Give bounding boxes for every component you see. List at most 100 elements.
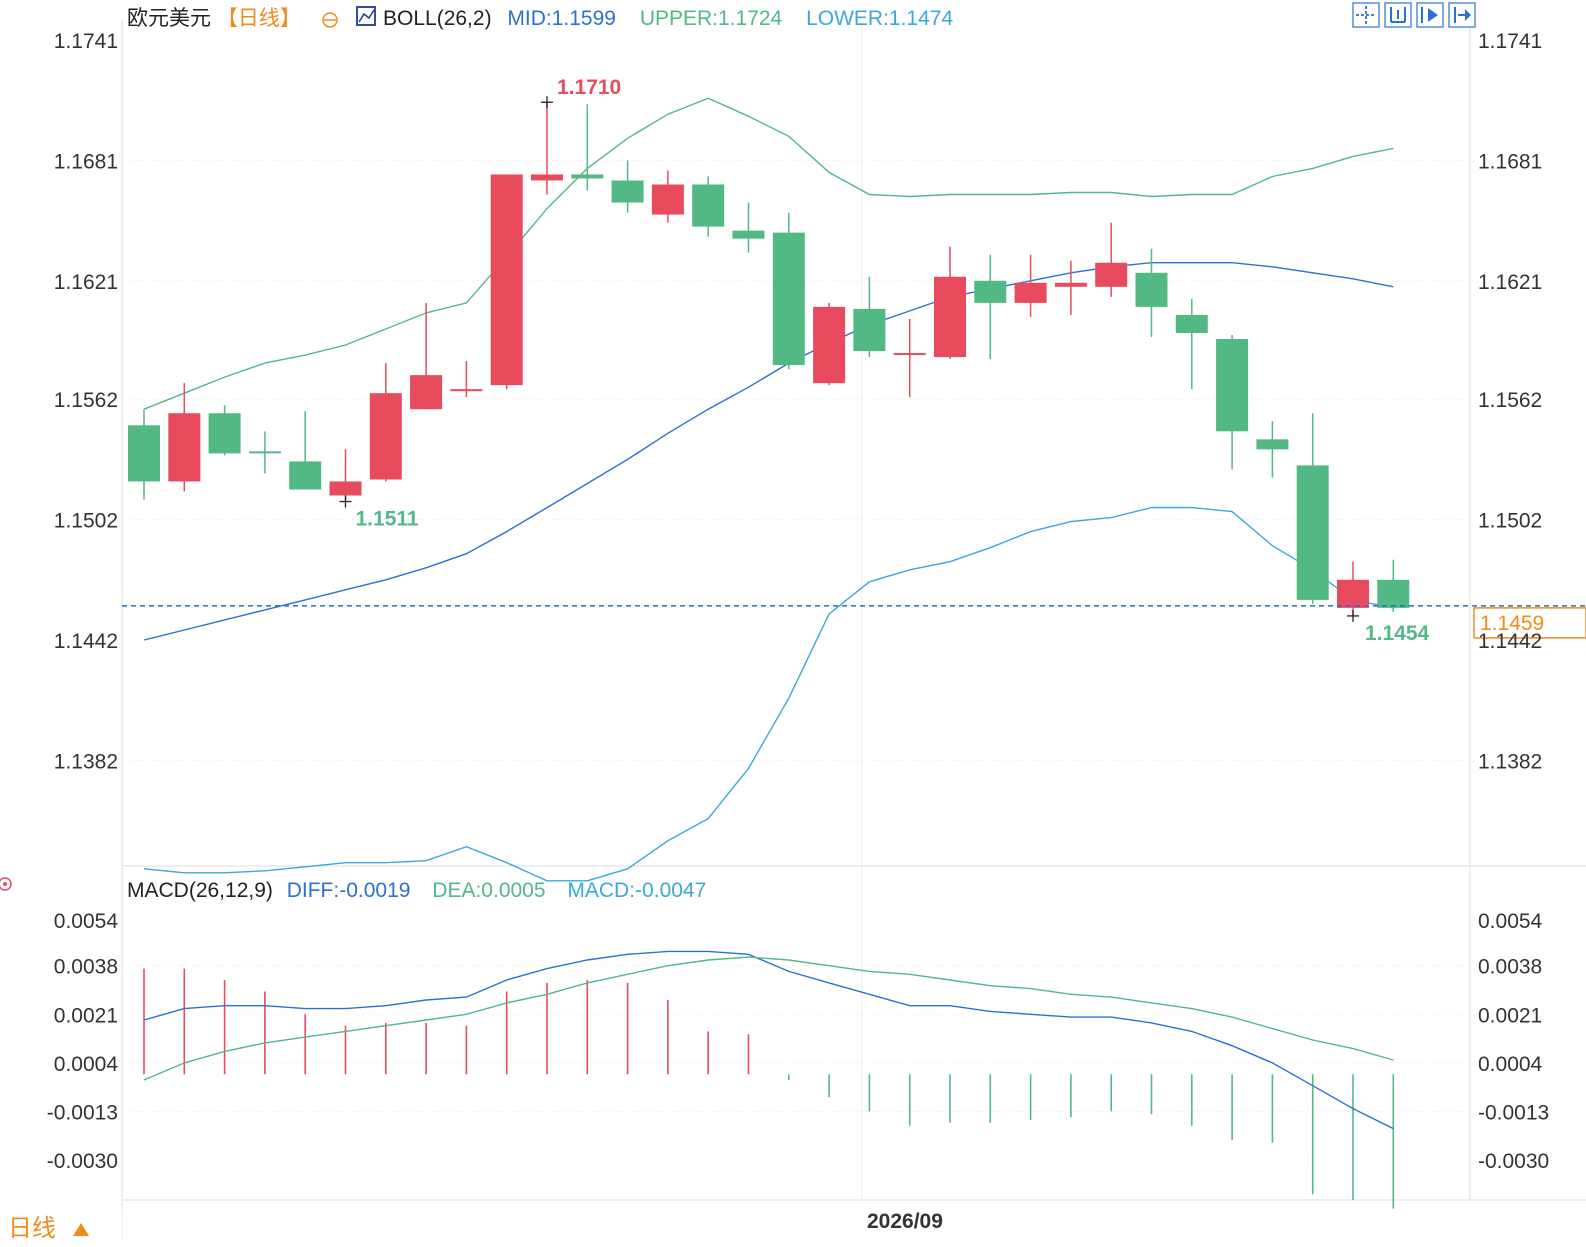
toolbar	[1352, 2, 1476, 28]
candle-body	[410, 375, 443, 410]
macd-histogram	[143, 968, 1395, 1209]
macd-tick-label: 0.0038	[54, 956, 118, 979]
price-axis-right: 1.1741 1.1681 1.1621 1.1562 1.1502 1.1442 1.13…	[1478, 30, 1542, 773]
candle-body	[732, 230, 765, 239]
high-low-markers	[339, 96, 1359, 622]
price-tick-label: 1.1382	[54, 750, 118, 773]
boll-header: 欧元美元 【日线】	[127, 7, 301, 30]
candle-body	[1135, 272, 1168, 307]
candle-body	[1054, 282, 1087, 287]
bollinger-bands	[143, 97, 1394, 882]
macd-axis-right: 0.0054 0.0038 0.0021 0.0004 -0.0013 -0.0030	[1478, 910, 1549, 1173]
period-tag: 【日线】	[217, 7, 301, 30]
boll-values: BOLL(26,2) MID:1.1599 UPPER:1.1724 LOWER…	[383, 7, 953, 30]
candle-body	[934, 276, 966, 358]
candle-body	[329, 481, 362, 496]
crosshair-icon[interactable]	[1352, 2, 1380, 28]
candle-body	[289, 461, 322, 490]
boll-mid-line	[143, 262, 1394, 641]
go-to-end-icon[interactable]	[1448, 2, 1476, 28]
macd-settings-icon[interactable]	[0, 877, 12, 891]
candle-body	[369, 393, 402, 480]
price-axis-left: 1.1741 1.1681 1.1621 1.1562 1.1502 1.1442 1.13…	[54, 30, 118, 773]
period-selector-label: 日线	[8, 1215, 56, 1242]
candle-body	[128, 425, 160, 482]
add-indicator-icon[interactable]	[322, 12, 338, 28]
macd-tick-label: -0.0030	[47, 1150, 118, 1173]
low-price-label-right: 1.1454	[1365, 622, 1430, 645]
price-tick-label: 1.1502	[54, 510, 118, 533]
macd-tick-label: -0.0013	[1478, 1101, 1549, 1124]
price-tick-label: 1.1442	[1478, 630, 1542, 653]
candle-body	[168, 413, 201, 482]
price-tick-label: 1.1442	[54, 630, 118, 653]
candle-body	[611, 180, 644, 203]
candle-body	[450, 389, 483, 392]
high-price-label: 1.1710	[557, 76, 621, 99]
candle-body	[893, 353, 926, 356]
indicator-settings-icon[interactable]	[356, 6, 376, 26]
macd-diff-value: DIFF:-0.0019	[287, 879, 411, 902]
candle-body	[208, 413, 241, 454]
candle-body	[1175, 314, 1208, 333]
macd-indicator-name: MACD(26,12,9)	[127, 879, 273, 902]
boll-lower-value: LOWER:1.1474	[806, 7, 953, 30]
macd-diff-line	[143, 950, 1394, 1130]
period-selector[interactable]: 日线	[0, 1210, 122, 1242]
macd-tick-label: 0.0021	[54, 1004, 118, 1027]
price-tick-label: 1.1681	[54, 150, 118, 173]
candle-body	[1014, 282, 1047, 303]
price-tick-label: 1.1502	[1478, 510, 1542, 533]
macd-dea-value: DEA:0.0005	[432, 879, 545, 902]
price-tick-label: 1.1382	[1478, 750, 1542, 773]
candle-body	[1377, 579, 1410, 608]
boll-mid-value: MID:1.1599	[507, 7, 616, 30]
price-tick-label: 1.1621	[1478, 271, 1542, 294]
macd-tick-label: 0.0004	[1478, 1053, 1543, 1076]
boll-lower-line	[143, 506, 1394, 882]
macd-header: MACD(26,12,9) DIFF:-0.0019 DEA:0.0005 MA…	[127, 879, 706, 902]
boll-indicator-name: BOLL(26,2)	[383, 7, 492, 30]
price-tick-label: 1.1681	[1478, 150, 1542, 173]
candle-body	[974, 280, 1007, 303]
macd-tick-label: 0.0004	[54, 1053, 119, 1076]
candle-body	[651, 184, 684, 215]
candle-body	[248, 451, 281, 454]
price-tick-label: 1.1741	[1478, 30, 1542, 53]
candle-body	[1256, 439, 1289, 450]
macd-tick-label: 0.0021	[1478, 1004, 1542, 1027]
candle-body	[1296, 465, 1329, 600]
boll-upper-value: UPPER:1.1724	[640, 7, 783, 30]
candle-body	[692, 184, 725, 227]
current-price-tag	[1473, 607, 1586, 639]
macd-tick-label: 0.0054	[54, 910, 119, 933]
current-price-value: 1.1459	[1480, 612, 1544, 635]
price-tick-label: 1.1741	[54, 30, 118, 53]
candle-body	[772, 232, 805, 366]
price-tick-label: 1.1562	[1478, 389, 1542, 412]
candle-body	[1216, 338, 1249, 432]
candle-body	[853, 308, 886, 352]
macd-axis-left: 0.0054 0.0038 0.0021 0.0004 -0.0013 -0.0030	[47, 910, 119, 1173]
candle-body	[531, 174, 563, 181]
macd-tick-label: 0.0054	[1478, 910, 1543, 933]
price-tick-label: 1.1562	[54, 389, 118, 412]
candle-body	[571, 174, 604, 179]
candle-body	[490, 174, 523, 386]
low-price-label-left: 1.1511	[356, 508, 419, 531]
macd-lines	[143, 950, 1394, 1130]
macd-tick-label: -0.0013	[47, 1101, 118, 1124]
zoom-fit-icon[interactable]	[1384, 2, 1412, 28]
price-tick-label: 1.1621	[54, 271, 118, 294]
macd-tick-label: -0.0030	[1478, 1150, 1549, 1173]
triangle-up-icon	[73, 1223, 89, 1236]
symbol-name: 欧元美元	[127, 7, 211, 30]
candle-body	[813, 306, 846, 384]
play-forward-icon[interactable]	[1416, 2, 1444, 28]
macd-tick-label: 0.0038	[1478, 956, 1542, 979]
macd-macd-value: MACD:-0.0047	[567, 879, 706, 902]
candle-body	[1095, 262, 1128, 287]
boll-upper-line	[143, 97, 1394, 410]
